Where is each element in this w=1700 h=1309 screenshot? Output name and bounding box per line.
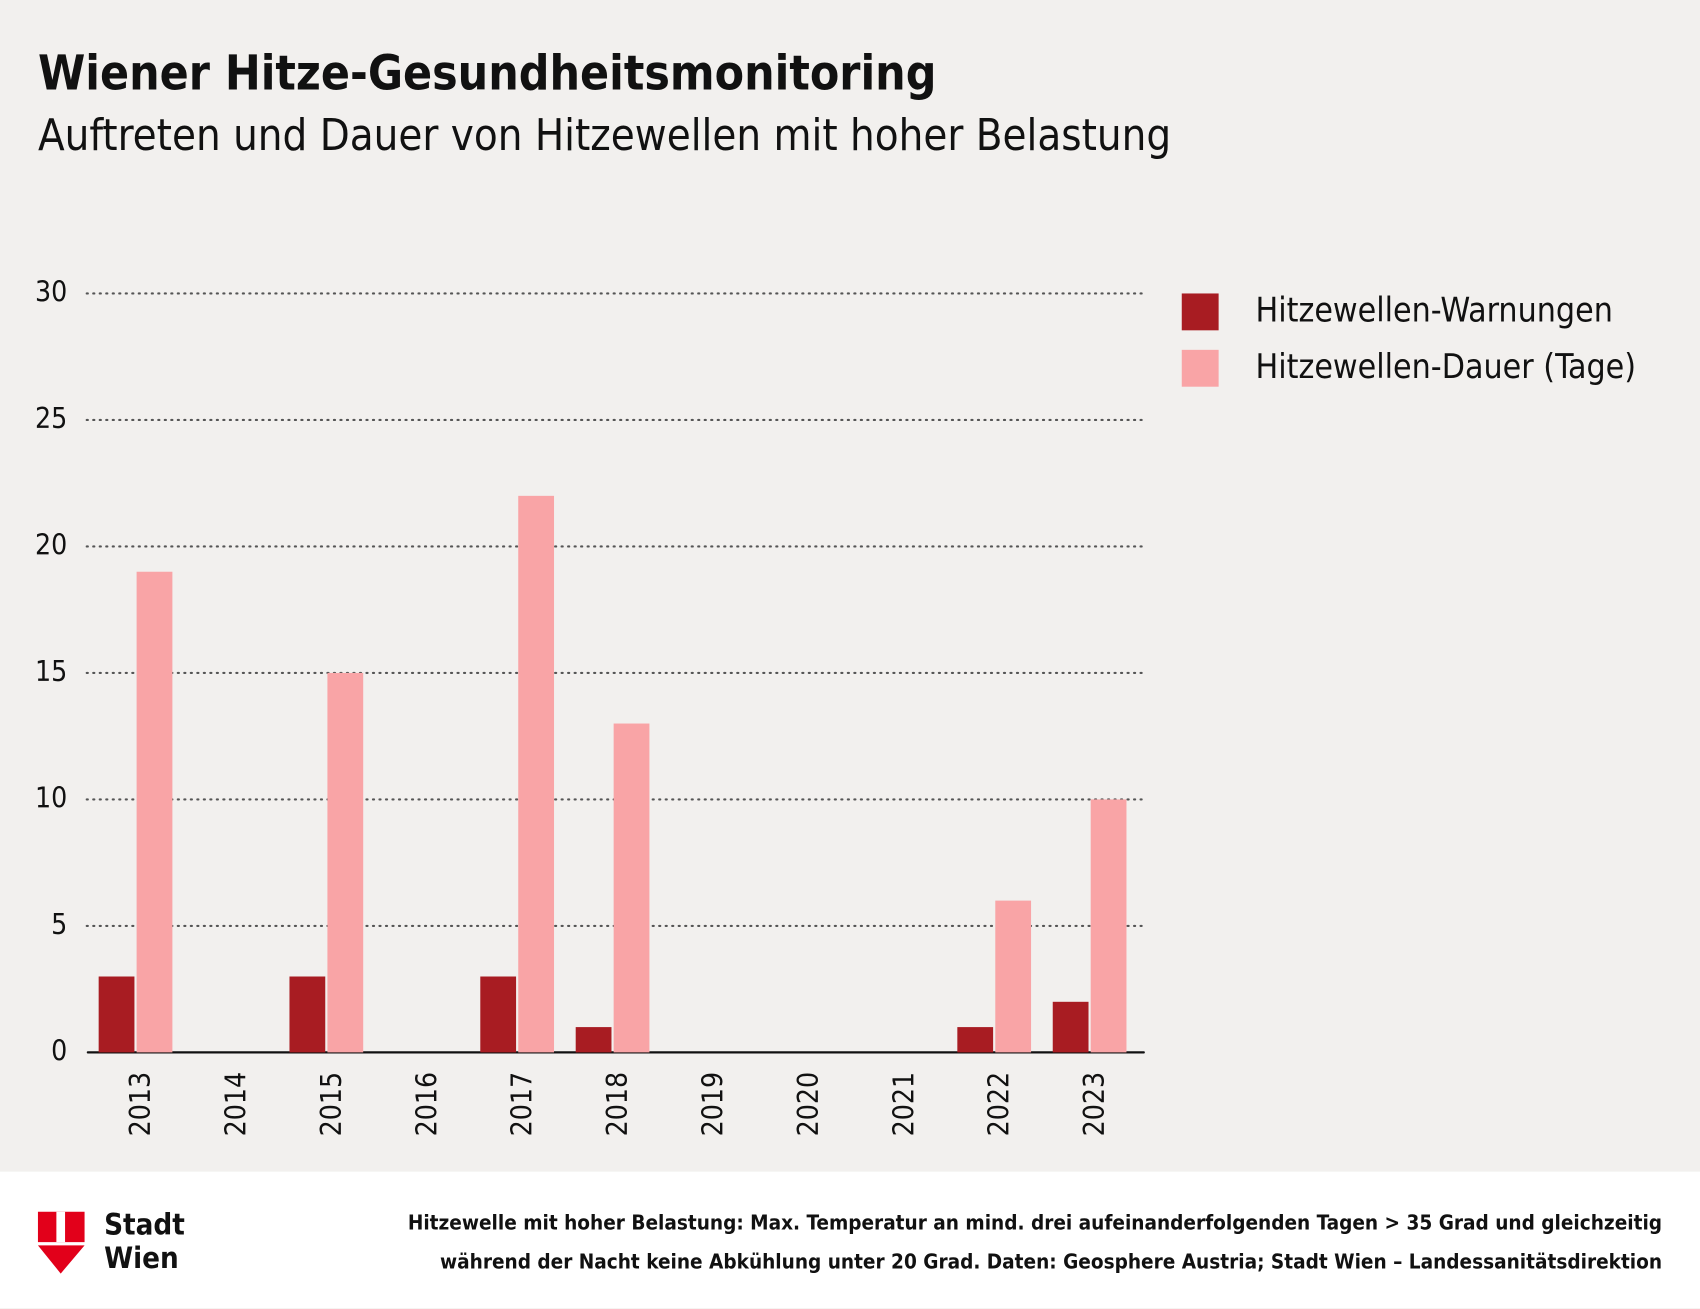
- x-tick-label: 2019: [696, 1072, 729, 1137]
- x-tick-label: 2022: [983, 1072, 1016, 1137]
- x-tick-label: 2017: [506, 1072, 539, 1137]
- y-tick-label: 25: [35, 402, 67, 435]
- chart-subtitle: Auftreten und Dauer von Hitzewellen mit …: [38, 111, 1171, 161]
- bar: [957, 1027, 994, 1053]
- x-tick-label: 2018: [601, 1072, 634, 1137]
- footnote: Hitzewelle mit hoher Belastung: Max. Tem…: [408, 1211, 1662, 1235]
- bar: [1090, 799, 1127, 1053]
- y-tick-label: 15: [35, 655, 67, 688]
- footer-band: [0, 1171, 1700, 1309]
- bar: [613, 723, 650, 1053]
- bar: [1052, 1001, 1089, 1053]
- legend-label: Hitzewellen-Warnungen: [1255, 290, 1612, 329]
- bar: [98, 976, 135, 1053]
- x-tick-label: 2021: [887, 1072, 920, 1137]
- logo-text: Wien: [104, 1241, 179, 1275]
- bar: [289, 976, 326, 1053]
- y-tick-label: 30: [35, 275, 67, 308]
- footnote: während der Nacht keine Abkühlung unter …: [440, 1250, 1662, 1274]
- logo: Stadt Wien: [37, 1207, 185, 1275]
- legend-swatch: [1181, 293, 1219, 331]
- logo-text: Stadt: [104, 1207, 185, 1241]
- y-tick-label: 10: [35, 781, 67, 814]
- y-tick-label: 5: [51, 908, 67, 941]
- bar: [327, 672, 364, 1053]
- x-tick-label: 2015: [315, 1072, 348, 1137]
- bar: [575, 1027, 612, 1053]
- x-tick-label: 2016: [410, 1072, 443, 1137]
- y-tick-label: 0: [51, 1034, 67, 1067]
- x-tick-label: 2013: [124, 1072, 157, 1137]
- legend-swatch: [1181, 349, 1219, 387]
- x-tick-label: 2020: [792, 1072, 825, 1137]
- bar: [518, 495, 555, 1053]
- x-tick-label: 2014: [219, 1072, 252, 1137]
- chart-title: Wiener Hitze-Gesundheitsmonitoring: [38, 47, 936, 102]
- logo-bottom: [37, 1245, 85, 1274]
- legend-label: Hitzewellen-Dauer (Tage): [1255, 347, 1636, 386]
- bar: [995, 900, 1032, 1053]
- y-tick-label: 20: [35, 528, 67, 561]
- x-tick-label: 2023: [1078, 1072, 1111, 1137]
- logo-bar: [56, 1211, 66, 1243]
- bar: [136, 571, 173, 1053]
- bar: [480, 976, 517, 1053]
